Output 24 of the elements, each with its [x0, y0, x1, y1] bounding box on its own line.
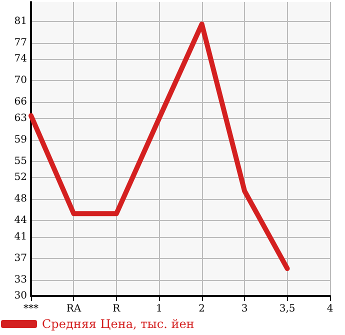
y-tick-label: 44 — [14, 215, 27, 226]
y-tick-label: 66 — [14, 96, 27, 108]
y-tick-label: 41 — [14, 231, 27, 242]
x-tick-label: RA — [66, 304, 82, 314]
y-tick-label: 81 — [14, 16, 27, 27]
x-tick-label: 2 — [198, 304, 206, 314]
y-tick-label: 52 — [14, 172, 27, 184]
x-tick-label: 3,5 — [279, 304, 296, 314]
x-tick-label: *** — [24, 304, 38, 314]
y-tick-label: 70 — [14, 75, 27, 86]
y-tick-label: 33 — [14, 274, 27, 286]
x-tick-label: 3 — [241, 304, 248, 314]
x-tick-label: 4 — [326, 304, 334, 314]
y-tick-label: 77 — [14, 37, 27, 48]
y-tick-label: 30 — [14, 290, 27, 302]
legend-label: Средняя Цена, тыс. йен — [42, 317, 194, 331]
y-tick-label: 59 — [14, 134, 27, 146]
y-tick-label: 37 — [14, 252, 27, 264]
y-tick-label: 48 — [14, 194, 27, 205]
y-tick-label: 63 — [14, 112, 27, 124]
x-tick-label: 1 — [156, 304, 162, 314]
y-tick-label: 55 — [14, 156, 27, 167]
x-tick-label: R — [112, 304, 121, 314]
y-tick-label: 74 — [14, 54, 27, 65]
